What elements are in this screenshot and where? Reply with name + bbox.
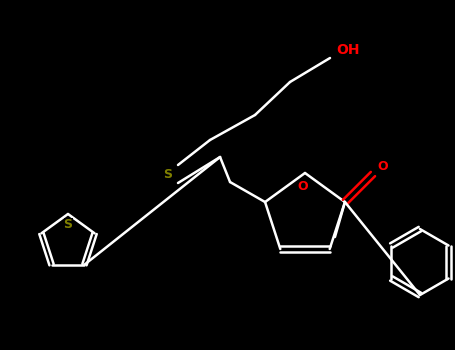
Text: O: O <box>378 160 388 173</box>
Text: S: S <box>163 168 172 182</box>
Text: OH: OH <box>336 43 360 57</box>
Text: O: O <box>298 181 308 194</box>
Text: S: S <box>64 217 72 231</box>
